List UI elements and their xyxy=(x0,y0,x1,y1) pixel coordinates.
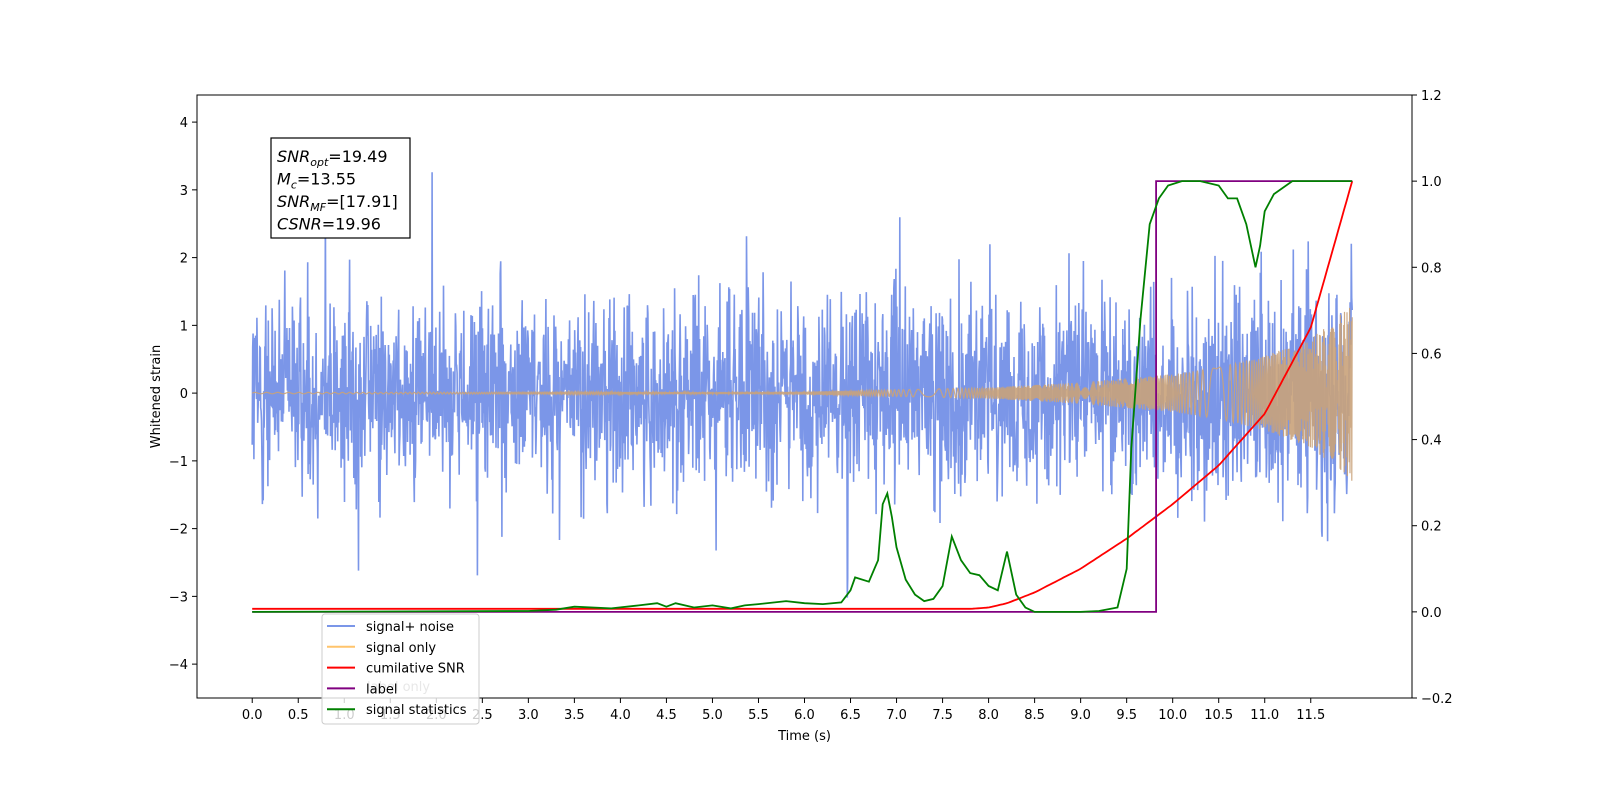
x-tick-label: 0.0 xyxy=(242,708,263,723)
x-tick-label: 4.5 xyxy=(656,708,677,723)
annotation-line: CSNR=19.96 xyxy=(277,215,381,234)
metrics-annotation-box: SNRopt=19.49Mc=13.55SNRMF=[17.91]CSNR=19… xyxy=(270,137,411,239)
plot-area xyxy=(251,172,1354,613)
y-right-tick-label: 0.2 xyxy=(1421,520,1442,535)
annotation-line: Mc=13.55 xyxy=(277,170,356,192)
x-tick-label: 3.5 xyxy=(564,708,585,723)
series-label xyxy=(252,180,1353,613)
series-cumulative-snr xyxy=(252,180,1354,610)
x-tick-label: 10.5 xyxy=(1204,708,1233,723)
y-left-tick-label: −4 xyxy=(169,658,188,673)
y-right-tick-label: −0.2 xyxy=(1421,692,1453,707)
series-signal-only xyxy=(252,307,1353,481)
series-signal-statistics xyxy=(252,180,1353,613)
y-left-tick-label: −2 xyxy=(169,523,188,538)
y-right-tick-label: 1.0 xyxy=(1421,175,1442,190)
x-tick-label: 0.5 xyxy=(288,708,309,723)
annotation-line: SNRMF=[17.91] xyxy=(277,192,398,214)
x-tick-label: 6.0 xyxy=(794,708,815,723)
legend-label: cumilative SNR xyxy=(366,662,465,677)
y-axis-left: −4 −3 −2 −1 0 1 2 3 4 xyxy=(169,116,197,673)
y-axis-label: Whitened strain xyxy=(149,345,164,448)
x-tick-label: 3.0 xyxy=(518,708,539,723)
y-right-tick-label: 0.6 xyxy=(1421,347,1442,362)
x-tick-label: 11.5 xyxy=(1296,708,1325,723)
y-right-tick-label: 0.4 xyxy=(1421,434,1442,449)
legend-label: signal+ noise xyxy=(366,620,454,635)
x-tick-label: 5.5 xyxy=(748,708,769,723)
y-right-tick-label: 1.2 xyxy=(1421,89,1442,104)
series-signal-plus-noise xyxy=(251,172,1353,598)
y-left-tick-label: 1 xyxy=(180,319,188,334)
y-left-tick-label: −3 xyxy=(169,590,188,605)
y-left-tick-label: −1 xyxy=(169,455,188,470)
legend-label: signal statistics xyxy=(366,703,467,718)
legend-label: signal only xyxy=(366,641,436,656)
x-tick-label: 9.5 xyxy=(1116,708,1137,723)
x-tick-label: 8.0 xyxy=(978,708,999,723)
y-left-tick-label: 2 xyxy=(180,252,188,267)
y-axis-right: −0.2 0.0 0.2 0.4 0.6 0.8 1.0 1.2 xyxy=(1412,89,1453,707)
y-left-tick-label: 3 xyxy=(180,184,188,199)
x-tick-label: 8.5 xyxy=(1024,708,1045,723)
x-tick-label: 9.0 xyxy=(1070,708,1091,723)
annotation-frame xyxy=(270,137,411,239)
annotation-line: SNRopt=19.49 xyxy=(277,147,388,169)
y-right-tick-label: 0.0 xyxy=(1421,606,1442,621)
x-tick-label: 4.0 xyxy=(610,708,631,723)
x-tick-label: 11.0 xyxy=(1250,708,1279,723)
x-axis-label: Time (s) xyxy=(777,729,831,744)
x-tick-label: 10.0 xyxy=(1158,708,1187,723)
legend-frame xyxy=(321,613,480,725)
y-left-tick-label: 4 xyxy=(180,116,188,131)
x-tick-label: 5.0 xyxy=(702,708,723,723)
y-left-tick-label: 0 xyxy=(180,387,188,402)
x-tick-label: 7.5 xyxy=(932,708,953,723)
legend-label: label xyxy=(366,682,397,697)
y-right-tick-label: 0.8 xyxy=(1421,261,1442,276)
x-tick-label: 7.0 xyxy=(886,708,907,723)
x-tick-label: 6.5 xyxy=(840,708,861,723)
